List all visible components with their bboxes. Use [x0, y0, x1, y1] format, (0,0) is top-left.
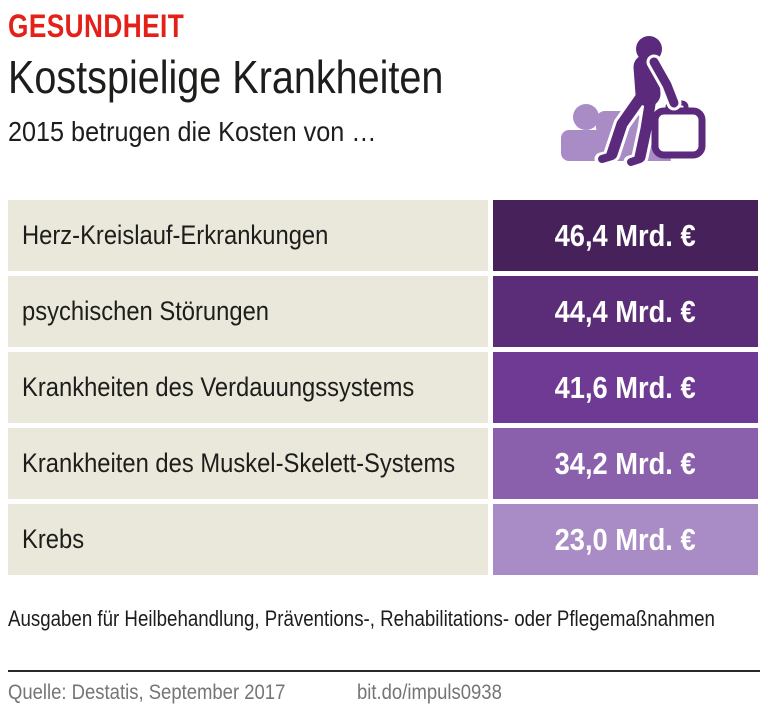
disease-label: Krankheiten des Muskel-Skelett-Systems [22, 448, 456, 478]
cost-value-cell: 46,4 Mrd. € [493, 200, 758, 271]
cost-value: 46,4 Mrd. € [554, 217, 697, 253]
disease-label-cell: Herz-Kreislauf-Erkrankungen [8, 200, 488, 271]
cost-value-cell: 23,0 Mrd. € [493, 504, 758, 575]
page-subtitle: 2015 betrugen die Kosten von … [8, 116, 377, 147]
disease-label: Krankheiten des Verdauungssystems [22, 372, 415, 402]
table-row: Herz-Kreislauf-Erkrankungen 46,4 Mrd. € [8, 200, 760, 271]
cost-value: 34,2 Mrd. € [554, 445, 697, 481]
table-row: Krankheiten des Verdauungssystems 41,6 M… [8, 352, 760, 423]
table-row: Krebs 23,0 Mrd. € [8, 504, 760, 575]
kicker-label: GESUNDHEIT [8, 8, 185, 44]
source-divider [8, 670, 760, 672]
disease-label: Herz-Kreislauf-Erkrankungen [22, 220, 329, 250]
source-line: Quelle: Destatis, September 2017 bit.do/… [8, 681, 522, 705]
health-icon-svg [561, 33, 706, 169]
disease-label-cell: Krebs [8, 504, 488, 575]
table-row: psychischen Störungen 44,4 Mrd. € [8, 276, 760, 347]
footnote-text: Ausgaben für Heilbehandlung, Präventions… [8, 606, 715, 631]
disease-label-cell: Krankheiten des Muskel-Skelett-Systems [8, 428, 488, 499]
disease-label-cell: psychischen Störungen [8, 276, 488, 347]
cost-value-cell: 44,4 Mrd. € [493, 276, 758, 347]
source-link: bit.do/impuls0938 [357, 681, 503, 704]
cost-value-cell: 34,2 Mrd. € [493, 428, 758, 499]
source-text: Quelle: Destatis, September 2017 [8, 681, 286, 704]
patient-bed-suitcase-icon [558, 25, 760, 170]
cost-table: Herz-Kreislauf-Erkrankungen 46,4 Mrd. € … [8, 200, 760, 580]
disease-label-cell: Krankheiten des Verdauungssystems [8, 352, 488, 423]
page-title: Kostspielige Krankheiten [8, 51, 444, 103]
table-row: Krankheiten des Muskel-Skelett-Systems 3… [8, 428, 760, 499]
cost-value-cell: 41,6 Mrd. € [493, 352, 758, 423]
disease-label: Krebs [22, 524, 85, 554]
cost-value: 44,4 Mrd. € [554, 293, 697, 329]
disease-label: psychischen Störungen [22, 296, 270, 326]
cost-value: 41,6 Mrd. € [554, 369, 697, 405]
cost-value: 23,0 Mrd. € [554, 521, 697, 557]
